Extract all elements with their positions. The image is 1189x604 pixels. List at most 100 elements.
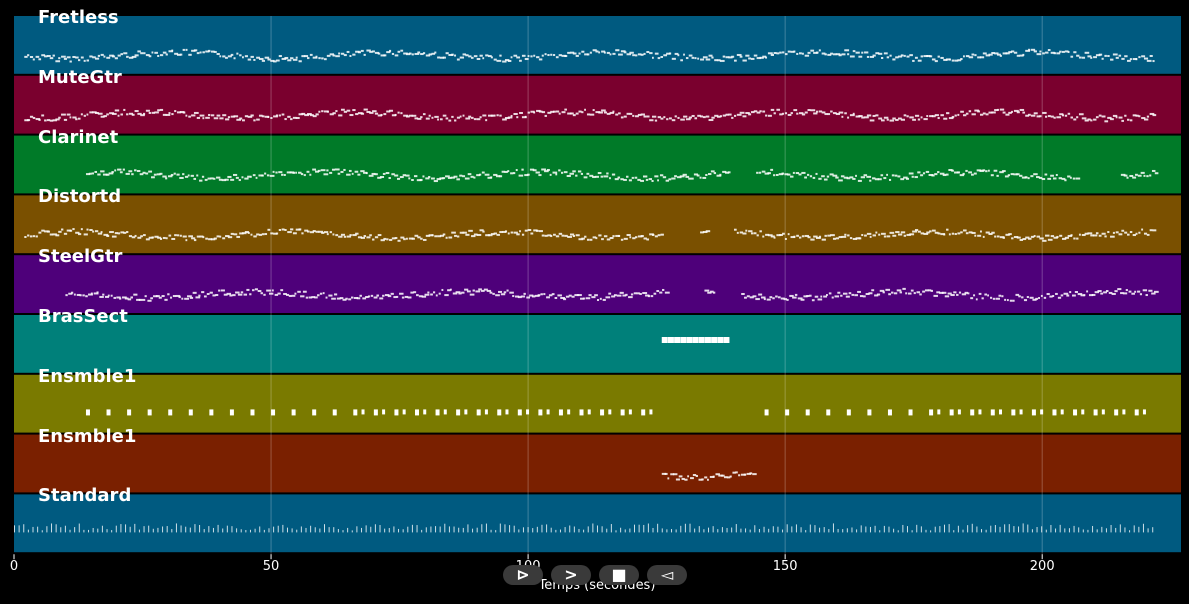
note: [979, 56, 985, 59]
note: [467, 524, 469, 533]
note: [726, 476, 731, 479]
note: [1050, 115, 1054, 118]
note: [818, 110, 823, 113]
note: [374, 236, 379, 239]
note: [126, 113, 129, 116]
note: [300, 526, 302, 533]
note: [553, 110, 556, 113]
note: [1115, 116, 1118, 119]
note: [674, 175, 677, 178]
note: [646, 238, 650, 241]
note: [960, 231, 963, 234]
note: [1028, 237, 1032, 240]
note: [1050, 524, 1052, 533]
note: [1018, 295, 1021, 298]
note: [201, 291, 205, 294]
note: [748, 113, 752, 116]
note: [495, 530, 497, 533]
note: [314, 527, 316, 533]
note: [401, 296, 405, 299]
note: [891, 174, 895, 177]
note: [1151, 169, 1156, 172]
note: [547, 234, 552, 237]
note: [1140, 171, 1145, 174]
note: [852, 237, 858, 240]
note: [745, 112, 750, 115]
note: [572, 234, 575, 237]
note: [1031, 529, 1033, 533]
note: [538, 230, 543, 233]
note: [1064, 528, 1066, 533]
note: [190, 174, 194, 177]
note: [905, 177, 909, 180]
note: [689, 523, 691, 533]
note: [530, 55, 533, 58]
note: [442, 114, 447, 117]
note: [261, 233, 265, 236]
note: [1129, 231, 1133, 234]
note: [49, 119, 54, 122]
note: [943, 117, 948, 120]
note: [264, 233, 268, 236]
play-button[interactable]: ⊳: [503, 565, 543, 585]
note: [692, 474, 697, 477]
note: [1104, 120, 1109, 123]
note: [646, 50, 650, 53]
note: [348, 169, 352, 172]
note: [514, 295, 520, 298]
note: [1095, 232, 1099, 235]
note: [826, 409, 831, 416]
note: [258, 114, 263, 117]
note: [331, 168, 336, 171]
note: [498, 175, 503, 178]
note: [499, 523, 501, 533]
note: [209, 409, 214, 416]
note: [524, 115, 527, 118]
note: [383, 113, 387, 116]
note: [934, 114, 939, 117]
note: [63, 232, 68, 235]
note: [673, 473, 678, 476]
note: [456, 116, 461, 119]
note: [450, 176, 455, 179]
note: [636, 292, 640, 295]
note: [538, 58, 543, 61]
stop-button[interactable]: ■: [599, 565, 639, 585]
note: [642, 175, 648, 178]
note: [702, 176, 707, 179]
note: [837, 529, 839, 533]
note: [888, 293, 891, 296]
note: [1025, 114, 1030, 117]
note: [995, 297, 1000, 300]
note: [185, 526, 187, 533]
note: [109, 112, 114, 115]
note: [256, 56, 260, 59]
note: [377, 52, 381, 55]
note: [502, 60, 507, 63]
note: [278, 55, 282, 58]
note: [339, 297, 344, 300]
note: [390, 292, 394, 295]
note: [626, 234, 631, 237]
note: [999, 236, 1005, 239]
note: [694, 57, 697, 60]
note: [1061, 177, 1066, 180]
note: [428, 114, 431, 117]
note: [468, 229, 473, 232]
note: [388, 528, 390, 533]
note: [880, 174, 884, 177]
note: [152, 528, 154, 533]
note: [696, 174, 700, 177]
note: [400, 49, 404, 52]
note: [170, 296, 173, 299]
note: [1107, 54, 1110, 57]
note: [236, 118, 242, 121]
note: [680, 59, 683, 62]
note: [222, 55, 226, 58]
note: [892, 234, 897, 237]
forward-button[interactable]: >: [551, 565, 591, 585]
note: [943, 58, 948, 61]
note: [549, 173, 552, 176]
note: [581, 111, 584, 114]
back-button[interactable]: ◅: [647, 565, 687, 585]
